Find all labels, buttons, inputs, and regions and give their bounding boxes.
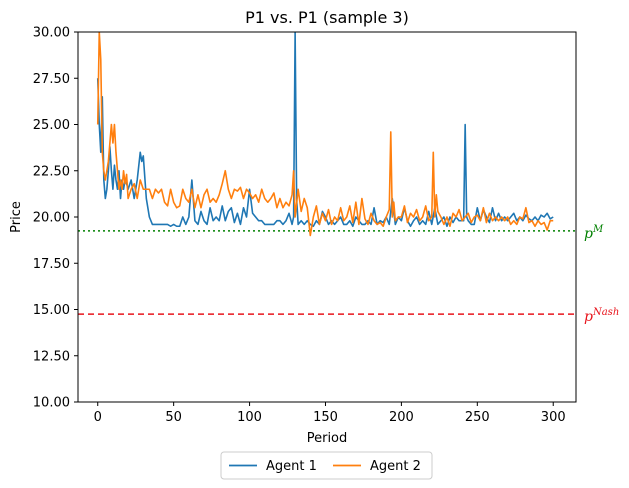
x-tick-label: 300: [541, 410, 566, 425]
legend-box: [220, 451, 433, 480]
y-tick-label: 25.00: [33, 118, 70, 133]
y-tick-label: 17.50: [33, 257, 70, 272]
series-lines: [96, 32, 554, 237]
y-tick-label: 12.50: [33, 349, 70, 364]
reference-line-label-m: pM: [584, 224, 604, 242]
reference-label-superscript: Nash: [592, 307, 619, 318]
reference-lines: [78, 230, 576, 315]
reference-label-base: p: [584, 309, 593, 325]
series-line-agent-2: [96, 32, 554, 237]
y-tick-label: 30.00: [33, 26, 70, 41]
y-axis-label: Price: [9, 201, 24, 233]
x-tick-label: 50: [165, 410, 182, 425]
chart-title: P1 vs. P1 (sample 3): [245, 8, 409, 27]
y-tick-label: 10.00: [33, 396, 70, 411]
y-tick-label: 15.00: [33, 303, 70, 318]
y-axis-ticks: 10.00 12.50 15.00 17.50 20.00 22.50 25.00 27.50…: [33, 26, 78, 411]
x-tick-label: 0: [94, 410, 102, 425]
x-tick-label: 250: [465, 410, 490, 425]
y-tick-label: 27.50: [33, 72, 70, 87]
x-tick-label: 200: [389, 410, 414, 425]
legend-label-agent-1: Agent 1: [266, 459, 317, 474]
legend: Agent 1 Agent 2: [220, 451, 433, 480]
reference-label-base: p: [584, 226, 593, 242]
reference-label-superscript: M: [592, 224, 604, 235]
y-tick-label: 22.50: [33, 164, 70, 179]
x-tick-label: 100: [237, 410, 262, 425]
x-axis-ticks: 0 50 100 150 200 250 300: [94, 402, 566, 425]
x-axis-label: Period: [307, 431, 348, 446]
y-tick-label: 20.00: [33, 211, 70, 226]
x-tick-label: 150: [313, 410, 338, 425]
reference-line-label-nash: pNash: [584, 307, 619, 325]
legend-label-agent-2: Agent 2: [370, 459, 421, 474]
